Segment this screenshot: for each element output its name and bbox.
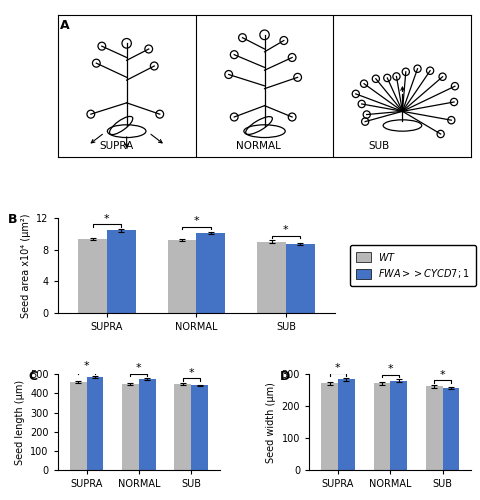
Bar bbox=[442, 388, 458, 470]
Text: *: * bbox=[335, 363, 340, 373]
Text: *: * bbox=[387, 364, 392, 374]
Bar bbox=[196, 233, 225, 314]
Bar bbox=[174, 384, 191, 470]
Bar bbox=[78, 239, 107, 314]
Text: SUPRA: SUPRA bbox=[99, 141, 133, 151]
Text: *: * bbox=[439, 370, 444, 380]
Bar bbox=[107, 230, 135, 314]
Text: SUB: SUB bbox=[367, 141, 388, 151]
Text: C: C bbox=[28, 370, 37, 382]
Text: *: * bbox=[193, 216, 199, 226]
Text: *: * bbox=[283, 225, 288, 235]
Text: A: A bbox=[60, 20, 69, 32]
Text: *: * bbox=[84, 360, 89, 370]
Y-axis label: Seed length (μm): Seed length (μm) bbox=[14, 380, 24, 464]
Text: D: D bbox=[279, 370, 289, 382]
Bar bbox=[257, 242, 285, 314]
Bar bbox=[321, 384, 337, 470]
Bar bbox=[337, 380, 354, 470]
Text: B: B bbox=[8, 213, 17, 226]
Bar bbox=[86, 377, 103, 470]
Bar bbox=[70, 382, 86, 470]
Y-axis label: Seed width (μm): Seed width (μm) bbox=[265, 382, 276, 462]
Text: *: * bbox=[104, 214, 109, 224]
Bar bbox=[168, 240, 196, 314]
Legend: $\it{WT}$, $\it{FWA>>CYCD7;1}$: $\it{WT}$, $\it{FWA>>CYCD7;1}$ bbox=[349, 245, 475, 286]
Bar bbox=[373, 384, 389, 470]
Bar bbox=[389, 380, 406, 470]
Bar bbox=[425, 386, 442, 470]
Bar bbox=[139, 380, 155, 470]
Text: *: * bbox=[188, 368, 193, 378]
Bar bbox=[285, 244, 314, 314]
Y-axis label: Seed area x10⁴ (μm²): Seed area x10⁴ (μm²) bbox=[21, 214, 31, 318]
Text: *: * bbox=[136, 363, 141, 373]
Bar bbox=[191, 386, 207, 470]
Bar bbox=[122, 384, 139, 470]
Text: NORMAL: NORMAL bbox=[235, 141, 280, 151]
